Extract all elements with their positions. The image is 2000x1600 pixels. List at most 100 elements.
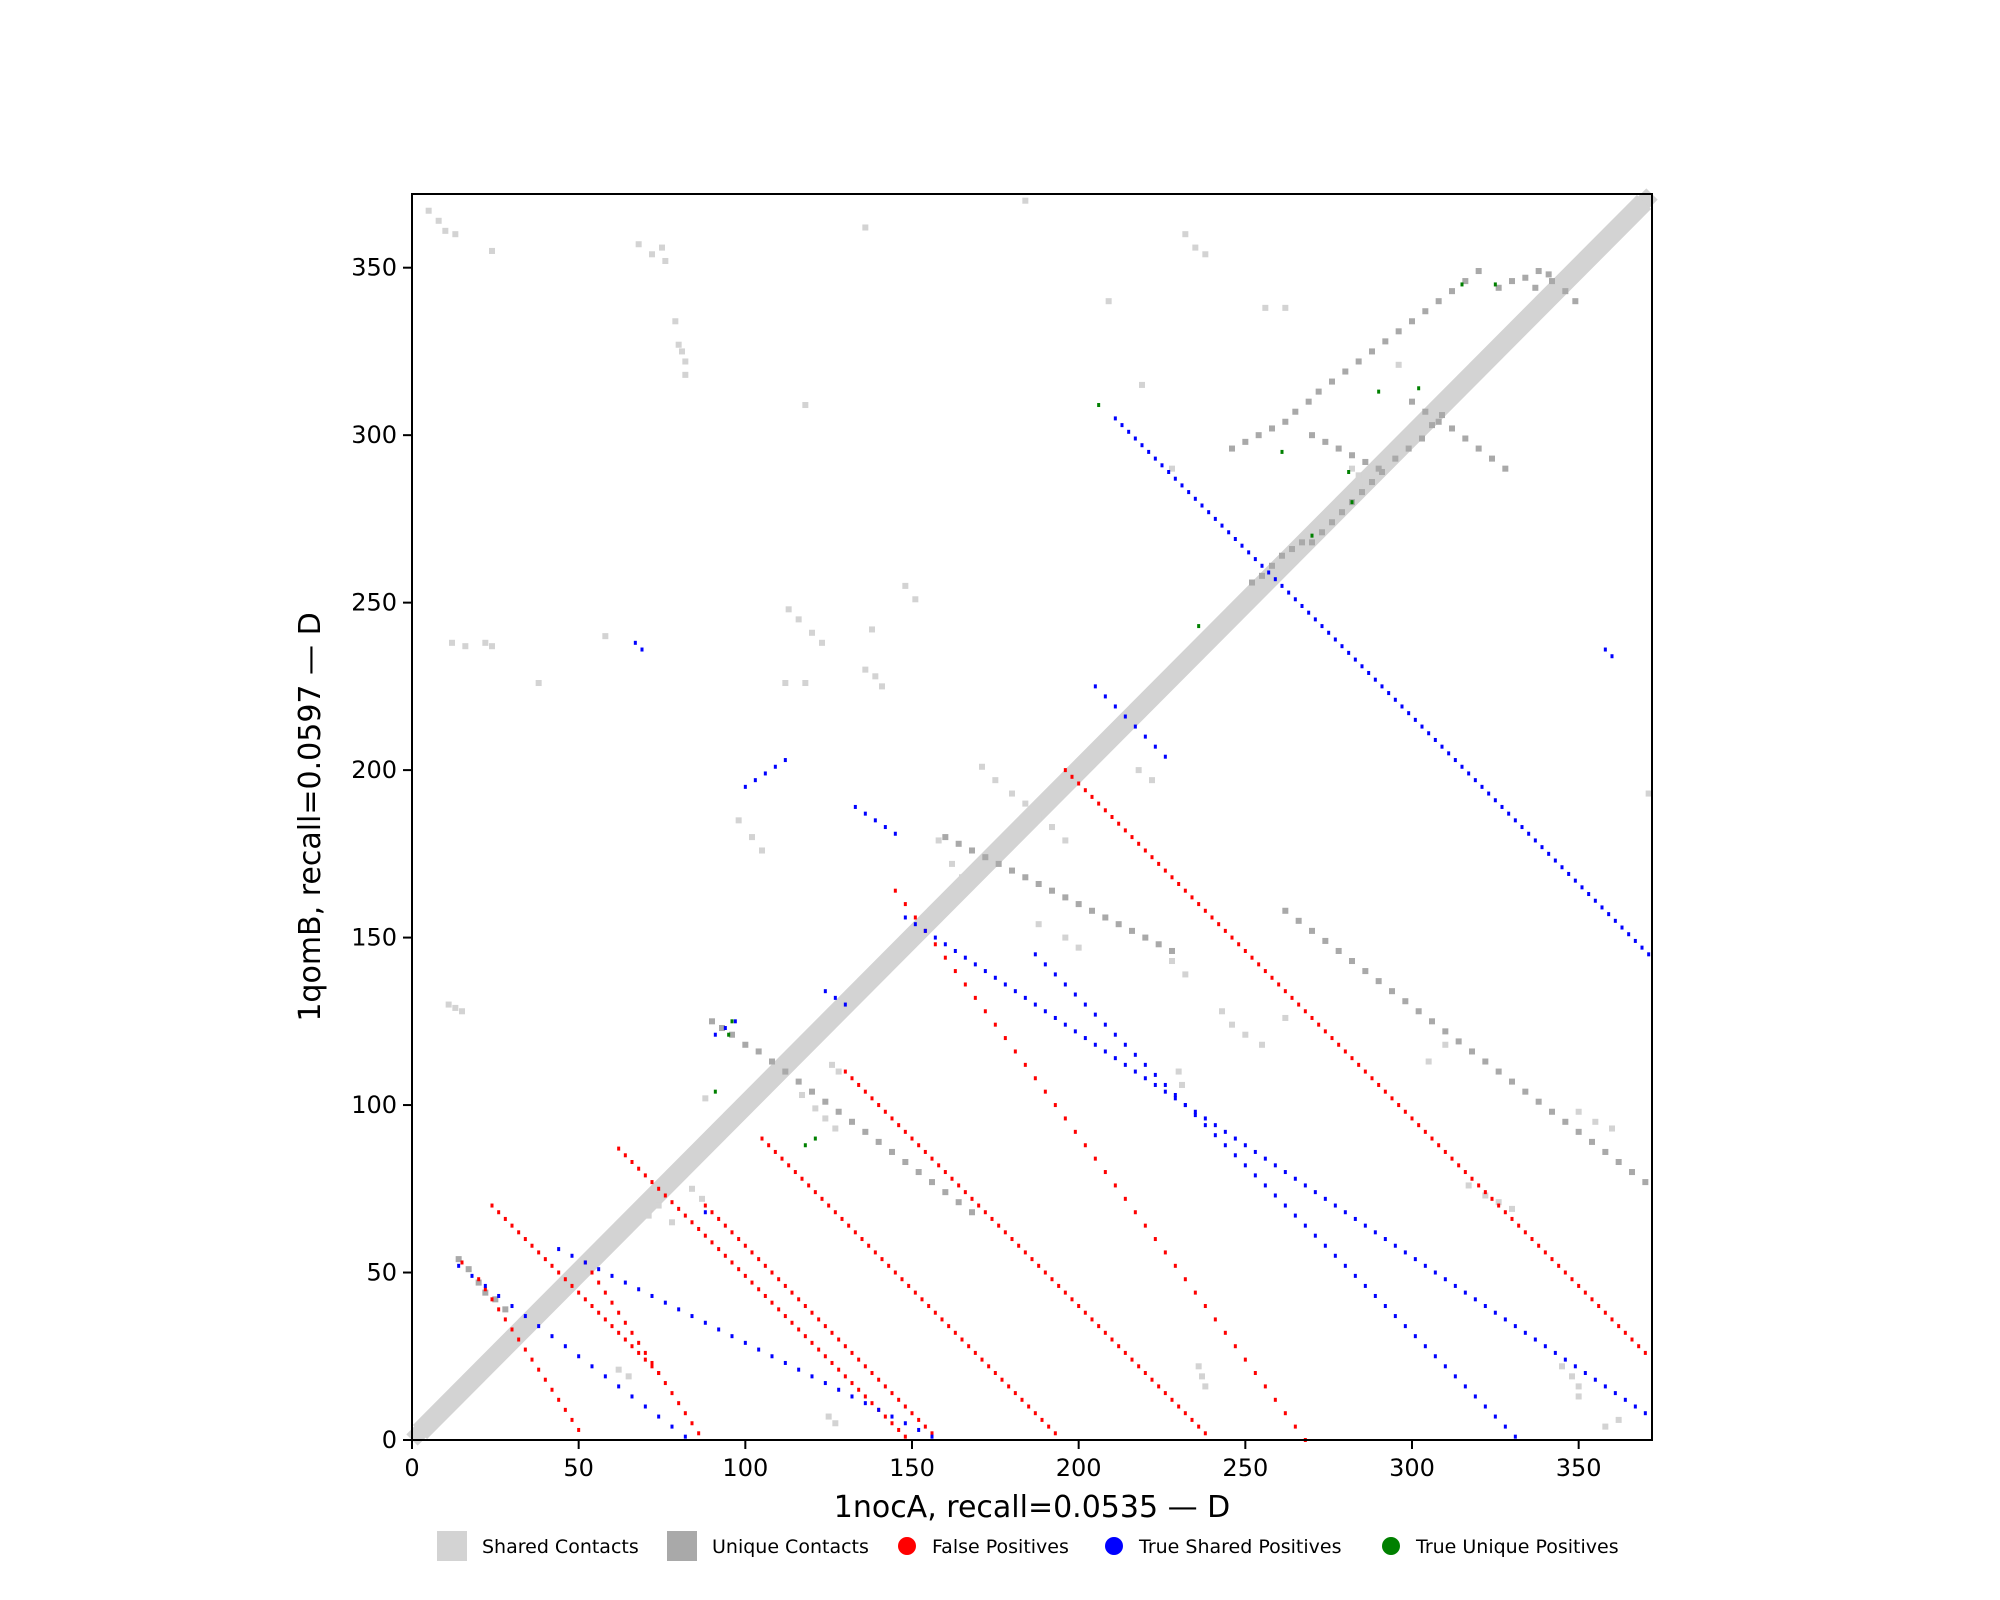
contact-point bbox=[577, 1427, 581, 1432]
contact-point bbox=[1473, 1394, 1477, 1399]
contact-cell bbox=[1062, 894, 1069, 901]
contact-point bbox=[723, 1223, 727, 1228]
legend-label: Unique Contacts bbox=[712, 1536, 869, 1558]
contact-point bbox=[970, 1196, 974, 1201]
contact-point bbox=[1243, 948, 1247, 953]
contact-point bbox=[1163, 1391, 1167, 1396]
contact-cell bbox=[1615, 1416, 1622, 1423]
contact-point bbox=[1340, 644, 1344, 649]
contact-point bbox=[1163, 1250, 1167, 1255]
contact-cell bbox=[829, 1061, 835, 1068]
contact-point bbox=[773, 1149, 777, 1154]
contact-point bbox=[1500, 804, 1504, 809]
contact-point bbox=[1377, 1082, 1381, 1087]
contact-cell bbox=[1249, 579, 1255, 586]
contact-point bbox=[1253, 1371, 1257, 1376]
legend-swatch bbox=[898, 1537, 916, 1555]
contact-cell bbox=[1409, 318, 1415, 325]
y-axis-ticks: 0 50 100 150 200 250 300 350 bbox=[351, 254, 412, 1454]
contact-cell bbox=[1319, 529, 1325, 536]
contact-point bbox=[657, 1414, 661, 1419]
contact-point bbox=[843, 1069, 847, 1074]
contact-point bbox=[1293, 1176, 1297, 1181]
contact-cell bbox=[1329, 378, 1335, 385]
contact-point bbox=[1313, 617, 1317, 622]
contact-point bbox=[983, 1210, 987, 1215]
contact-cell bbox=[1475, 445, 1482, 452]
contact-cell bbox=[769, 1058, 775, 1065]
contact-point bbox=[543, 1377, 547, 1382]
contact-point bbox=[497, 1307, 501, 1312]
contact-cell bbox=[1139, 381, 1145, 388]
contact-point bbox=[1343, 1210, 1347, 1215]
contact-point bbox=[917, 1143, 921, 1148]
contact-point bbox=[543, 1257, 547, 1262]
contact-point bbox=[1083, 1143, 1087, 1148]
contact-point bbox=[523, 1314, 527, 1319]
contact-cell bbox=[1495, 1068, 1502, 1075]
contact-point bbox=[1430, 1136, 1434, 1141]
contact-cell bbox=[1449, 288, 1455, 295]
diagonal-band bbox=[406, 188, 1658, 1446]
contact-point bbox=[863, 1089, 867, 1094]
contact-point bbox=[803, 1143, 807, 1148]
contact-point bbox=[1230, 935, 1234, 940]
contact-cell bbox=[1075, 901, 1082, 908]
contact-cell bbox=[452, 231, 459, 238]
contact-point bbox=[1303, 1009, 1307, 1014]
contact-point bbox=[943, 942, 947, 947]
contact-point bbox=[1463, 1290, 1467, 1295]
contact-point bbox=[877, 1377, 881, 1382]
contact-point bbox=[947, 1324, 951, 1329]
contact-cell bbox=[1169, 958, 1175, 965]
contact-point bbox=[857, 1387, 861, 1392]
contact-point bbox=[1233, 1136, 1237, 1141]
contact-point bbox=[1300, 603, 1304, 608]
contact-point bbox=[897, 1427, 901, 1432]
contact-point bbox=[933, 935, 937, 940]
contact-point bbox=[1073, 1029, 1077, 1034]
contact-point bbox=[1320, 624, 1324, 629]
contact-point bbox=[1223, 1129, 1227, 1134]
contact-cell bbox=[709, 1018, 715, 1025]
contact-cell bbox=[442, 227, 449, 234]
contact-point bbox=[1383, 1304, 1387, 1309]
contact-point bbox=[713, 1089, 717, 1094]
x-tick-label: 150 bbox=[889, 1454, 935, 1482]
contact-point bbox=[993, 1371, 997, 1376]
x-tick-label: 50 bbox=[563, 1454, 594, 1482]
contact-point bbox=[703, 1320, 707, 1325]
contact-cell bbox=[1362, 458, 1369, 465]
contact-point bbox=[913, 1290, 917, 1295]
contact-point bbox=[577, 1354, 581, 1359]
contact-point bbox=[497, 1293, 501, 1298]
contact-point bbox=[1237, 942, 1241, 947]
contact-point bbox=[800, 1176, 804, 1181]
contact-point bbox=[737, 1267, 741, 1272]
contact-point bbox=[880, 1257, 884, 1262]
contact-point bbox=[650, 1180, 654, 1185]
contact-point bbox=[1177, 881, 1181, 886]
contact-point bbox=[670, 1424, 674, 1429]
contact-point bbox=[1103, 1022, 1107, 1027]
y-tick-label: 100 bbox=[351, 1091, 397, 1119]
contact-point bbox=[637, 1166, 641, 1171]
contact-point bbox=[1010, 1237, 1014, 1242]
contact-point bbox=[603, 1317, 607, 1322]
contact-point bbox=[1143, 848, 1147, 853]
contact-point bbox=[1083, 788, 1087, 793]
contact-point bbox=[1223, 1143, 1227, 1148]
contact-point bbox=[837, 1387, 841, 1392]
contact-point bbox=[1607, 912, 1611, 917]
contact-point bbox=[490, 1297, 494, 1302]
contact-point bbox=[803, 1304, 807, 1309]
contact-point bbox=[1183, 1103, 1187, 1108]
contact-point bbox=[903, 1421, 907, 1426]
contact-cell bbox=[1309, 432, 1315, 439]
legend-item-shared-contacts: Shared Contacts bbox=[437, 1531, 639, 1561]
contact-point bbox=[1263, 1183, 1267, 1188]
contact-point bbox=[1073, 1129, 1077, 1134]
contact-point bbox=[850, 1381, 854, 1386]
contact-point bbox=[643, 1350, 647, 1355]
